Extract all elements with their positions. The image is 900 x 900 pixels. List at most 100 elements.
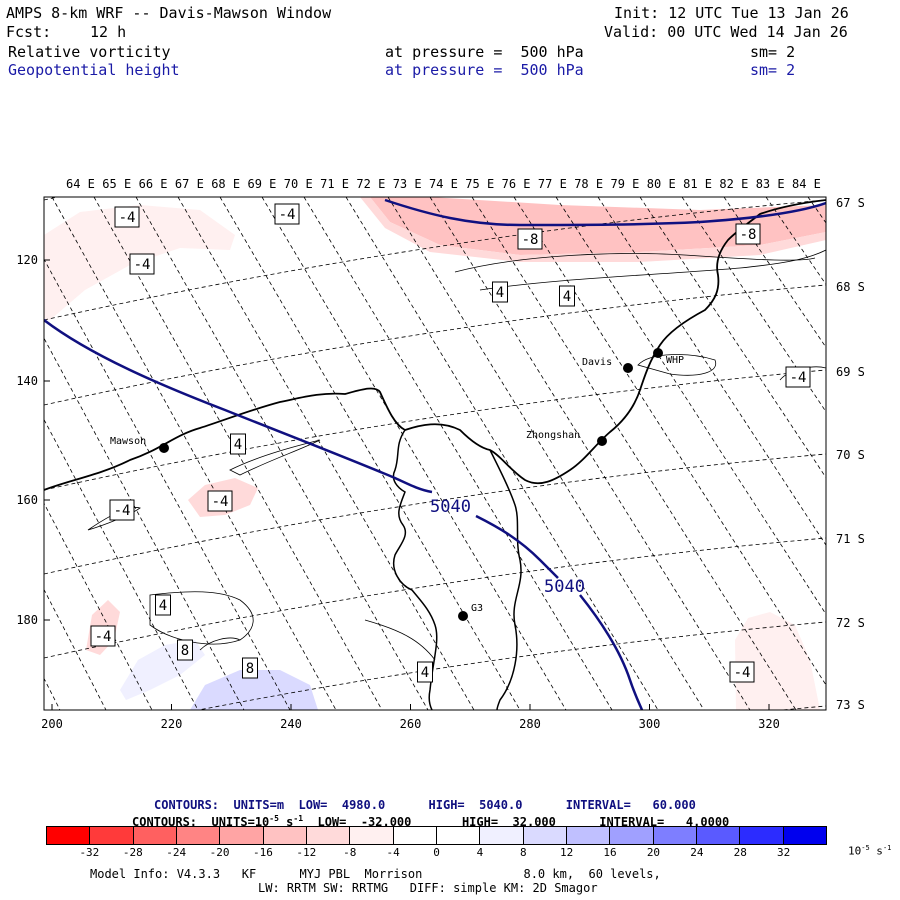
latitude-label: 71 S — [836, 532, 865, 546]
vorticity-label: 4 — [234, 437, 242, 453]
x-tick-label: 240 — [280, 717, 302, 731]
y-tick-label: 160 — [16, 493, 38, 507]
longitude-label: 67 E — [175, 177, 204, 191]
vorticity-label-box — [129, 253, 155, 275]
colorbar-cell — [566, 827, 611, 844]
field1-pressure: at pressure = 500 hPa — [385, 43, 584, 61]
colorbar-label: -24 — [166, 846, 187, 859]
station-label-g3: G3 — [471, 603, 483, 614]
vorticity-label: 4 — [159, 598, 167, 614]
colorbar-label: 4 — [476, 846, 484, 859]
colorbar-cell — [393, 827, 437, 844]
colorbar-label: -16 — [253, 846, 273, 859]
parallel-line — [44, 537, 826, 659]
station-davis: Davis — [582, 357, 633, 373]
colorbar-label: 12 — [560, 846, 574, 859]
vorticity-contour-info: CONTOURS: UNITS=10-5 s-1 LOW= -32.000 HI… — [132, 814, 730, 829]
forecast-label: Fcst: — [6, 23, 52, 41]
vorticity-label-box — [785, 366, 811, 388]
meridian-line — [44, 337, 245, 710]
vorticity-label-box — [735, 223, 761, 245]
colorbar-label: -32 — [79, 846, 100, 859]
vorticity-fill-band-top — [370, 197, 826, 255]
vorticity-contour-1 — [454, 253, 816, 273]
vorticity-label-box — [114, 206, 140, 228]
colorbar-label: 20 — [646, 846, 661, 859]
longitude-label: 74 E — [429, 177, 458, 191]
colorbar — [46, 826, 827, 845]
map-frame — [43, 196, 827, 711]
station-label-whp: WHP — [666, 355, 684, 366]
parallel-line — [44, 199, 826, 321]
meridian-line — [471, 197, 797, 710]
vorticity-label: -4 — [95, 629, 112, 645]
vorticity-contour-9 — [199, 637, 241, 651]
vorticity-label-box — [90, 625, 116, 647]
station-label-zhongshan: Zhongshan — [526, 430, 580, 441]
vorticity-label: 4 — [563, 289, 571, 305]
longitude-label: 73 E — [393, 177, 422, 191]
meridian-line — [429, 197, 751, 710]
station-mawson: Mawson — [110, 436, 169, 453]
init-time: Init: 12 UTC Tue 13 Jan 26 — [614, 4, 849, 22]
x-tick-label: 260 — [400, 717, 422, 731]
height-contour-5040-middle — [475, 514, 559, 579]
height-label-2: 5040 — [544, 577, 585, 597]
longitude-label: 65 E — [102, 177, 131, 191]
vorticity-label: -4 — [134, 257, 151, 273]
height-label-1: 5040 — [430, 497, 471, 517]
colorbar-label: 16 — [603, 846, 617, 859]
vorticity-label-box — [230, 433, 246, 455]
physics-info: LW: RRTM SW: RRTMG DIFF: simple KM: 2D S… — [258, 881, 598, 895]
meridian-line — [219, 197, 521, 710]
vorticity-fill-nw — [44, 205, 235, 320]
colorbar-cell — [350, 827, 394, 844]
colorbar-cell — [740, 827, 784, 844]
vorticity-label: -8 — [522, 232, 539, 248]
colorbar-cell — [176, 827, 221, 844]
colorbar-label: 0 — [433, 846, 440, 859]
station-label-davis: Davis — [582, 357, 612, 368]
vorticity-label-box — [492, 281, 508, 303]
colorbar-label: -4 — [386, 846, 400, 859]
vorticity-contour-6 — [87, 507, 141, 531]
vorticity-label-box — [242, 657, 258, 679]
colorbar-label: 24 — [690, 846, 704, 859]
longitude-label: 76 E — [502, 177, 531, 191]
vorticity-label: 8 — [181, 643, 189, 659]
vorticity-fill-blue-2 — [190, 670, 318, 710]
vorticity-label-box — [517, 228, 543, 250]
colorbar-cell — [47, 827, 91, 844]
colorbar-cell — [696, 827, 741, 844]
field2-name: Geopotential height — [8, 61, 180, 79]
field2-pressure: at pressure = 500 hPa — [385, 61, 584, 79]
valid-time: Valid: 00 UTC Wed 14 Jan 26 — [604, 23, 848, 41]
colorbar-cell — [263, 827, 307, 844]
meridian-line — [303, 197, 613, 710]
x-tick-label: 220 — [161, 717, 183, 731]
colorbar-cell — [653, 827, 697, 844]
colorbar-cell — [133, 827, 177, 844]
longitude-label: 66 E — [139, 177, 168, 191]
meridian-line — [261, 197, 567, 710]
model-info: Model Info: V4.3.3 KF MYJ PBL Morrison 8… — [90, 867, 661, 881]
colorbar-cell — [523, 827, 567, 844]
longitude-label: 71 E — [320, 177, 349, 191]
meridian-line — [387, 197, 705, 710]
vorticity-label: -4 — [119, 210, 136, 226]
colorbar-cell — [306, 827, 351, 844]
parallel-line — [44, 453, 826, 575]
colorbar-label: 8 — [519, 846, 527, 859]
longitude-label: 79 E — [611, 177, 640, 191]
vorticity-label-box — [155, 594, 171, 616]
longitude-label: 83 E — [756, 177, 785, 191]
vorticity-label: 8 — [246, 661, 254, 677]
height-contour-5040-north — [384, 198, 826, 227]
y-tick-label: 140 — [16, 374, 38, 388]
vorticity-label: -4 — [212, 494, 229, 510]
x-tick-label: 200 — [41, 717, 63, 731]
longitude-label: 72 E — [356, 177, 385, 191]
vorticity-label-box — [109, 499, 135, 521]
colorbar-label: 28 — [733, 846, 747, 859]
